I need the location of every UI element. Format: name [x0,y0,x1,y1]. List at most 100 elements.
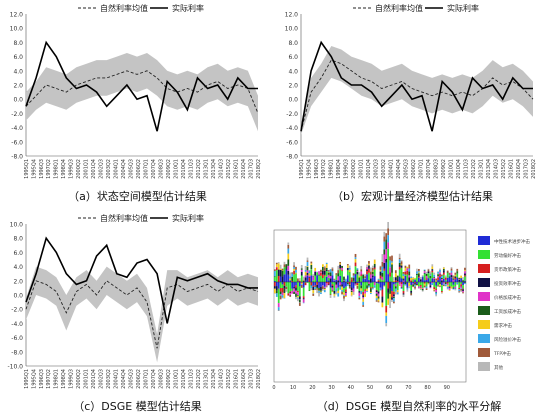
bar-segment [306,266,309,267]
bar-segment [412,277,414,280]
bar-segment [448,273,451,275]
bar-segment [433,279,436,281]
bar-segment [323,288,326,290]
x-tick-label: 2009Q2 [441,159,447,179]
x-tick-label: 1998Q4 [61,369,67,389]
bar-segment [339,261,342,264]
bar-segment [373,267,376,270]
bar-segment [423,271,426,273]
y-tick-label: -4.0 [11,125,23,132]
bar-segment [285,286,288,290]
bar-segment [446,282,449,284]
bar-segment [387,274,390,282]
bar-segment [275,282,278,287]
x-tick-label: 2009Q2 [166,159,172,179]
bar-segment [300,284,303,285]
bar-segment [360,265,363,270]
bar-segment [325,270,328,277]
bar-segment [295,296,297,300]
bar-segment [279,264,282,269]
bar-segment [341,290,343,292]
bar-segment [391,291,393,298]
x-tick-label: 2015Q2 [501,159,507,179]
bar-segment [435,280,438,282]
bar-segment [393,282,395,285]
bar-segment [387,235,390,243]
x-tick-label: 2011Q3 [188,159,194,179]
bar-segment [400,260,403,262]
y-tick-label: 4.0 [288,68,298,75]
bar-segment [275,262,278,265]
bar-segment [368,285,370,288]
bar-segment [456,273,459,278]
legend-label: 风险溢价冲击 [494,336,521,343]
bar-segment [462,290,464,293]
bar-segment [300,275,303,282]
bar-segment [425,279,428,282]
bar-segment [289,280,292,282]
bar-segment [389,260,391,268]
legend-swatch [478,292,490,301]
bar-segment [456,282,459,285]
legend-swatch [478,362,490,371]
x-tick-label: 40 [348,385,354,391]
bar-segment [464,267,466,271]
bar-segment [339,289,342,290]
bar-segment [325,286,328,288]
bar-segment [291,276,294,281]
bar-segment [370,291,372,293]
bar-segment [385,233,388,240]
bar-segment [402,276,405,279]
bar-segment [356,270,359,272]
bar-segment [310,261,313,264]
bar-segment [371,270,374,272]
bar-segment [373,263,376,267]
bar-segment [450,282,453,287]
bar-segment [400,282,403,285]
bar-segment [287,293,290,296]
bar-segment [323,289,326,293]
bar-segment [308,270,311,274]
bar-segment [419,282,422,286]
bar-segment [433,282,436,288]
bar-segment [333,295,336,298]
bar-segment [416,282,418,284]
bar-segment [297,292,299,296]
bar-segment [398,253,401,258]
bar-segment [370,282,372,288]
bar-segment [410,276,413,279]
bar-segment [452,277,455,279]
bar-segment [331,267,334,269]
bar-segment [291,288,294,291]
bar-segment [460,288,462,289]
bar-segment [310,285,313,286]
bar-segment [327,271,330,273]
x-tick-label: 2007Q1 [419,159,425,179]
bar-segment [458,279,461,282]
bar-segment [343,295,345,299]
bar-segment [354,257,357,260]
bar-segment [368,268,370,273]
y-tick-label: 6.0 [13,250,23,257]
x-tick-label: 1997Q2 [321,159,327,179]
bar-segment [429,274,432,276]
bar-segment [419,276,422,280]
bar-segment [402,273,405,277]
bar-segment [333,279,336,281]
x-tick-label: 2004Q4 [396,159,402,179]
series-natural-line [300,59,534,132]
y-tick-label: 0.0 [288,97,298,104]
bar-segment [343,292,345,296]
bar-segment [348,265,351,268]
bar-segment [298,286,301,297]
bar-segment [337,270,340,274]
bar-segment [462,280,464,282]
bar-segment [293,288,295,292]
bar-segment [460,275,462,279]
bar-segment [318,291,320,293]
x-tick-label: 2012Q2 [196,159,202,179]
bar-segment [404,267,407,271]
legend-actual-label: 实际利率 [447,3,479,13]
bar-segment [402,271,405,274]
bar-segment [387,228,390,236]
